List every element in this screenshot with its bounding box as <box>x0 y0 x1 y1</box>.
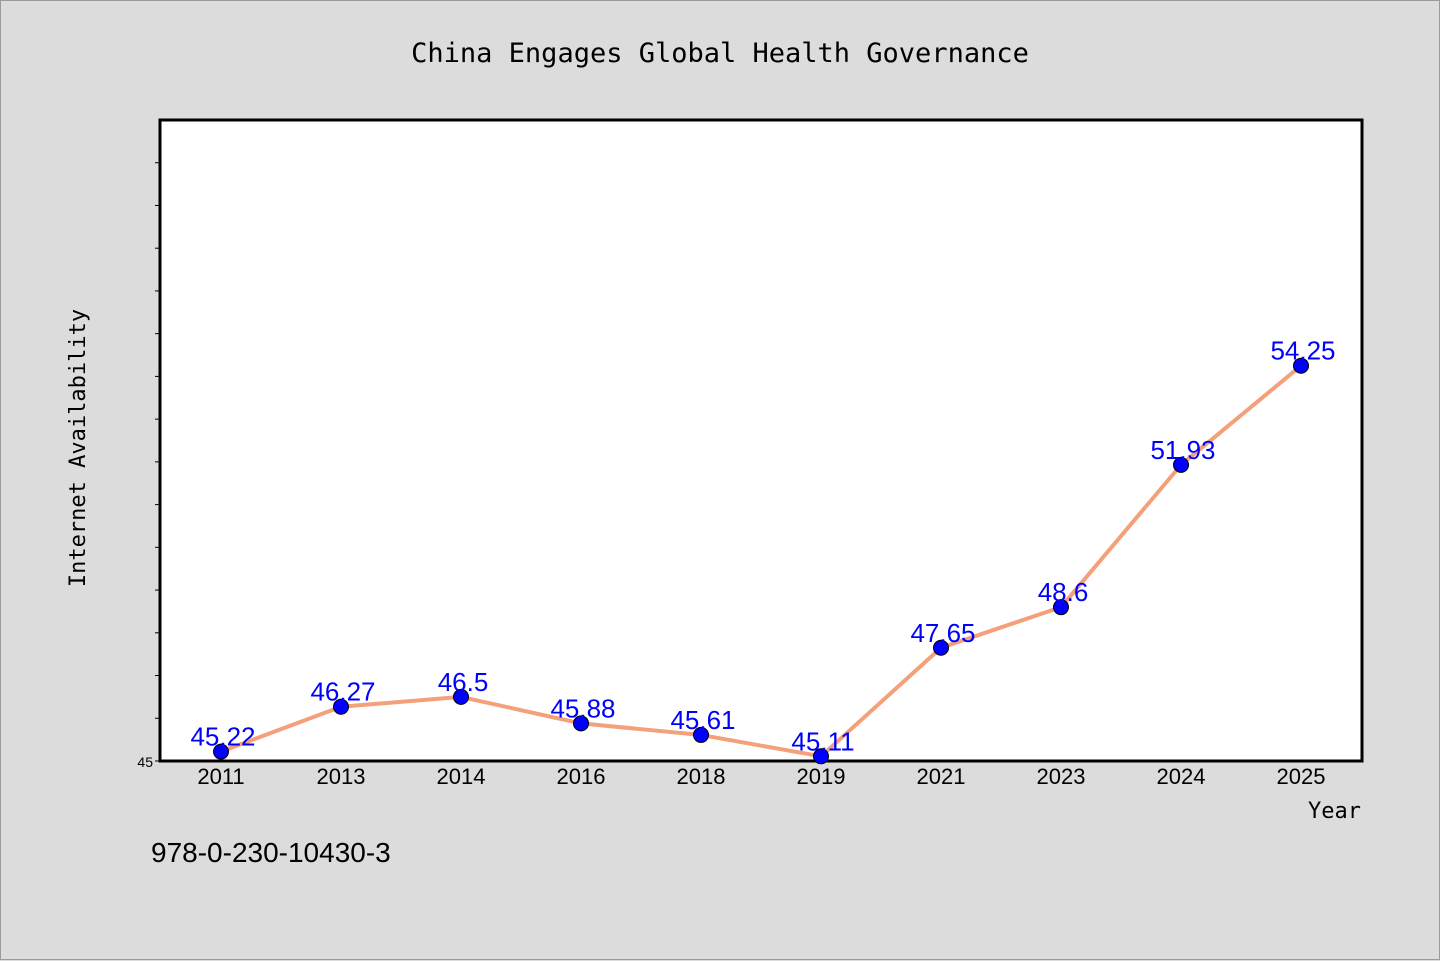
series-line <box>219 363 1303 759</box>
x-tick-label: 2021 <box>917 764 966 789</box>
data-point-marker <box>453 688 469 705</box>
x-tick-label: 2023 <box>1037 764 1086 789</box>
data-label: 48.6 <box>1038 577 1089 607</box>
data-point-marker <box>693 726 709 743</box>
x-tick-label: 2016 <box>557 764 606 789</box>
data-point-marker <box>573 715 589 732</box>
x-tick-label: 2013 <box>317 764 366 789</box>
x-tick-label: 2019 <box>797 764 846 789</box>
x-tick-label: 2024 <box>1157 764 1206 789</box>
series-group: 45.22 46.27 46.5 45.88 45.61 45.11 47.65 48.6 51… <box>190 336 1336 765</box>
data-point-marker <box>1293 357 1309 374</box>
data-label: 45.61 <box>670 705 735 735</box>
data-label: 45.22 <box>190 722 255 752</box>
data-label: 51.93 <box>1150 435 1215 465</box>
data-point-marker <box>813 748 829 765</box>
data-label: 46.5 <box>438 667 489 697</box>
data-point-marker <box>1053 599 1069 616</box>
data-label: 45.88 <box>550 693 615 723</box>
data-label: 46.27 <box>310 677 375 707</box>
plot-area <box>158 118 1364 763</box>
data-label: 54.25 <box>1270 336 1335 366</box>
x-axis-label: Year <box>1308 799 1361 824</box>
isbn-footer: 978-0-230-10430-3 <box>151 837 391 868</box>
x-tick-label: 2025 <box>1277 764 1326 789</box>
y-tick-label: 45 <box>137 754 153 770</box>
data-point-marker <box>1173 456 1189 473</box>
x-axis-ticks: 2011 2013 2014 2016 2018 2019 2021 2023 2024 2025 <box>197 764 1325 789</box>
data-point-marker <box>333 698 349 715</box>
data-point-marker <box>933 639 949 656</box>
x-tick-label: 2018 <box>677 764 726 789</box>
x-tick-label: 2014 <box>437 764 486 789</box>
x-tick-label: 2011 <box>197 764 244 789</box>
data-label: 45.11 <box>791 726 854 756</box>
data-label: 47.65 <box>910 618 975 648</box>
y-axis-label: Internet Availability <box>66 309 91 587</box>
chart-title: China Engages Global Health Governance <box>411 38 1029 69</box>
data-point-marker <box>213 743 229 760</box>
y-axis-ticks: 45 <box>137 162 160 770</box>
